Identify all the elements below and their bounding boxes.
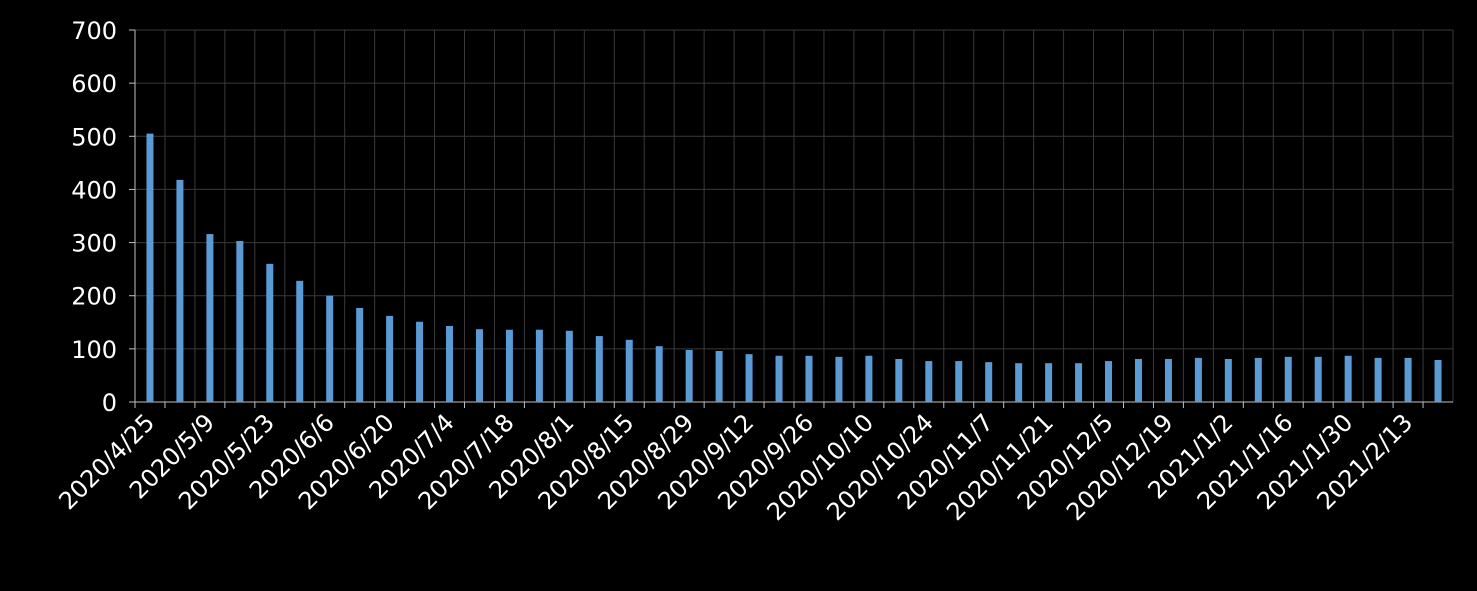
bar xyxy=(296,280,304,402)
bar xyxy=(356,307,364,402)
bar xyxy=(416,321,424,402)
bar xyxy=(1015,363,1023,402)
y-tick-label: 100 xyxy=(71,336,117,364)
bar xyxy=(595,336,603,402)
bar xyxy=(1254,357,1262,402)
bar xyxy=(565,330,573,402)
y-tick-label: 700 xyxy=(71,17,117,45)
bar xyxy=(1075,363,1083,402)
bar xyxy=(326,295,334,402)
bar xyxy=(206,234,214,402)
bar xyxy=(1434,360,1442,402)
bar xyxy=(236,240,244,402)
bar xyxy=(1284,356,1292,402)
bar xyxy=(1404,357,1412,402)
bar xyxy=(715,350,723,402)
y-tick-label: 600 xyxy=(71,70,117,98)
bar xyxy=(505,329,513,402)
bar xyxy=(805,355,813,402)
bar xyxy=(835,356,843,402)
bar xyxy=(1314,356,1322,402)
bar xyxy=(775,355,783,402)
bar xyxy=(745,354,753,402)
bar xyxy=(1344,355,1352,402)
y-tick-label: 200 xyxy=(71,283,117,311)
bar xyxy=(865,355,873,402)
bar xyxy=(1045,363,1053,402)
bar xyxy=(176,179,184,402)
bar xyxy=(625,339,633,402)
bar xyxy=(386,315,394,402)
bar xyxy=(985,362,993,402)
bar xyxy=(1374,357,1382,402)
y-tick-label: 500 xyxy=(71,123,117,151)
bar xyxy=(1164,358,1172,402)
y-tick-label: 0 xyxy=(102,389,117,417)
bar xyxy=(1134,358,1142,402)
bar xyxy=(266,263,274,402)
y-tick-label: 300 xyxy=(71,230,117,258)
bar xyxy=(955,361,963,402)
bar xyxy=(146,133,154,402)
bar xyxy=(535,329,543,402)
y-tick-label: 400 xyxy=(71,176,117,204)
bar xyxy=(475,329,483,402)
bar xyxy=(685,349,693,402)
bar xyxy=(655,346,663,402)
bar xyxy=(1224,358,1232,402)
bar xyxy=(1105,361,1113,402)
bar xyxy=(925,361,933,402)
bar xyxy=(446,326,454,402)
bar xyxy=(1194,357,1202,402)
bar xyxy=(895,358,903,402)
